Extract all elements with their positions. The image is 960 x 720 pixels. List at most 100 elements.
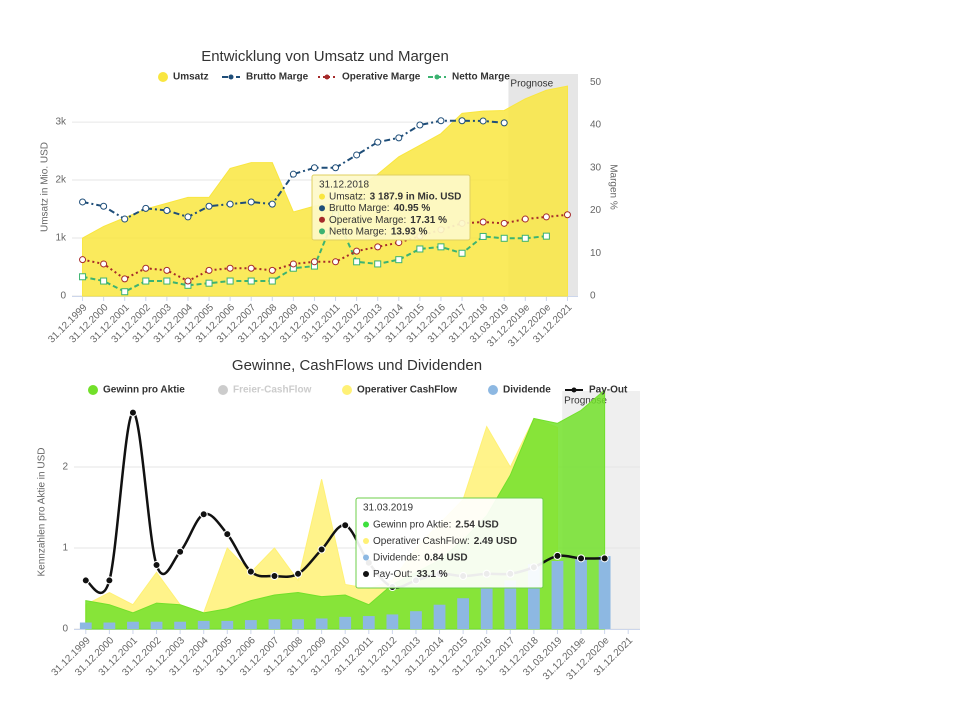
y2-tick-label: 30 [590,162,602,173]
bar [292,619,304,629]
marker [163,266,171,274]
bar [457,598,470,629]
tooltip-label: Dividende: [373,552,420,563]
tooltip-bullet [363,554,369,561]
chart-title: Gewinne, CashFlows und Dividenden [232,357,482,374]
y2-tick-label: 0 [590,291,596,302]
tooltip-bullet [363,521,369,528]
y-tick-label: 2 [62,462,68,473]
marker [317,545,326,554]
marker [395,134,403,142]
marker [437,243,445,251]
marker [500,234,508,242]
tooltip-row: Netto Marge: 13.93 % [329,226,428,237]
marker [479,117,487,125]
marker [246,567,255,576]
bar [386,614,399,629]
legend-label: Pay-Out [589,385,628,396]
tooltip-row: Gewinn pro Aktie: 2.54 USD [373,519,499,530]
tooltip-label: Gewinn pro Aktie: [373,519,451,530]
marker [121,215,129,223]
bar [244,620,257,629]
marker [374,138,382,146]
tooltip-box [311,174,471,241]
marker [268,200,276,208]
marker [163,207,171,215]
marker [79,198,87,206]
y-tick-label: 1k [55,233,67,244]
marker [577,554,586,563]
marker [247,277,255,285]
marker [332,164,340,172]
y2-tick-label: 40 [590,120,602,131]
marker [176,547,185,556]
y2-tick-label: 20 [590,205,602,216]
marker [289,170,297,178]
bar [362,616,375,629]
tooltip-label: Operativer CashFlow: [373,536,470,547]
tooltip-label: Pay-Out: [373,569,412,580]
y-tick-label: 2k [55,175,67,186]
tooltip-box [355,497,544,589]
tooltip-bullet [319,205,325,212]
legend-label: Freier-CashFlow [233,385,312,396]
bar [315,618,328,629]
marker [142,264,150,272]
tooltip-value: 2.54 USD [455,519,498,530]
tooltip-title: 31.12.2018 [319,180,369,191]
marker [226,277,234,285]
tooltip-bullet [319,193,325,200]
bar [174,621,187,629]
y-tick-label: 0 [60,291,66,302]
marker [479,232,487,240]
legend-symbol [342,385,352,395]
bar [339,616,352,629]
tooltip-label: Netto Marge: [329,226,387,237]
marker [353,247,361,255]
tooltip-label: Umsatz: [329,191,366,202]
marker [270,572,279,581]
bar [504,580,517,629]
marker [600,554,609,563]
legend-symbol [88,385,98,395]
marker [458,249,466,257]
legend-symbol [571,387,577,393]
y-tick-label: 0 [62,624,68,635]
tooltip-value: 40.95 % [394,203,431,214]
tooltip-value: 0.84 USD [424,552,467,563]
bar [103,622,116,629]
legend-symbol [488,385,498,395]
bar [221,620,234,629]
marker [247,264,255,272]
marker [199,510,208,519]
marker [142,204,150,212]
y-tick-label: 1 [62,543,68,554]
tooltip-label: Operative Marge: [329,214,406,225]
bar [598,556,611,629]
marker [128,408,137,417]
y-tick-label: 3k [55,117,67,128]
marker [81,576,90,585]
bar [79,622,92,629]
legend-symbol [324,74,330,80]
tooltip-row: Operative Marge: 17.31 % [329,214,447,225]
forecast-label: Prognose [510,79,553,90]
marker [152,560,161,569]
marker [437,117,445,125]
marker [500,219,508,227]
marker [353,151,361,159]
legend-symbol [158,72,168,82]
bar [197,620,210,629]
tooltip-value: 3 187.9 in Mio. USD [370,191,462,202]
bar [551,560,564,629]
legend-label: Brutto Marge [246,72,309,83]
bar [150,621,163,629]
marker [100,202,108,210]
legend-symbol [218,385,228,395]
y2-axis-title: Margen % [607,164,618,210]
marker [310,258,318,266]
marker [500,119,508,127]
marker [341,521,350,530]
marker [353,258,361,266]
